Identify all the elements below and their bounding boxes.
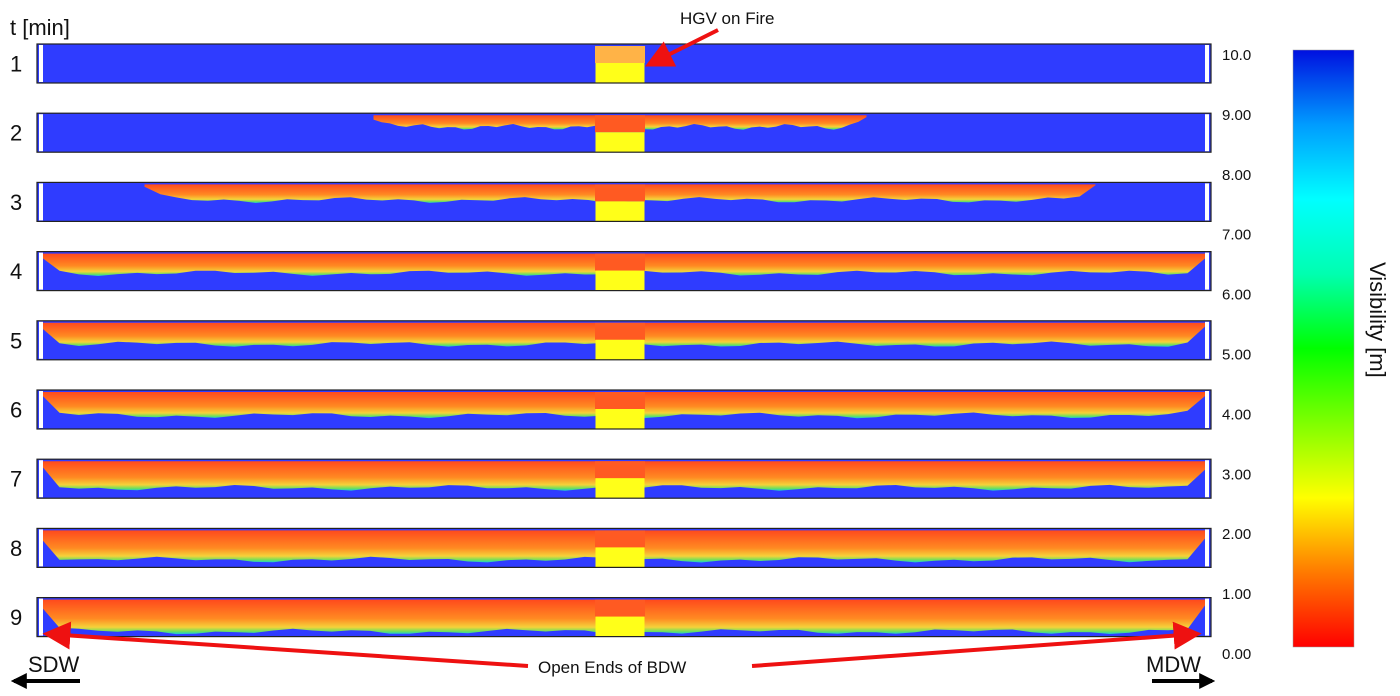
fire-plume [595, 253, 645, 271]
tunnel-outline [36, 527, 1212, 569]
hgv-fire-block [595, 339, 645, 360]
tunnel-outline [36, 251, 1212, 292]
portal-left [39, 391, 43, 428]
portal-left [39, 114, 43, 152]
fire-plume [595, 461, 645, 479]
hgv-fire-block [595, 409, 645, 429]
time-axis-label: t [min] [10, 15, 70, 40]
row-time-label: 7 [10, 467, 22, 492]
portal-left [39, 252, 43, 290]
portal-right [1205, 114, 1209, 152]
colorbar-tick-label: 10.0 [1222, 47, 1251, 64]
hgv-fire-block [595, 616, 645, 637]
tunnel-row: 9 [10, 596, 1212, 638]
portal-left [39, 529, 43, 567]
fire-annotation: HGV on Fire [680, 9, 774, 28]
fire-plume [595, 322, 645, 340]
colorbar-tick-label: 1.00 [1222, 586, 1251, 603]
tunnel-outline [36, 112, 1212, 153]
left-end-label: SDW [28, 652, 80, 677]
colorbar-tick-label: 9.00 [1222, 107, 1251, 124]
tunnel-row: 8 [10, 527, 1212, 569]
portal-left [39, 460, 43, 498]
fire-plume [595, 184, 645, 202]
tunnel-outline [36, 596, 1212, 638]
portal-right [1205, 529, 1209, 567]
colorbar [1292, 49, 1355, 648]
hgv-fire-block [595, 270, 645, 291]
portal-left [39, 183, 43, 221]
tunnel-outline [36, 320, 1212, 361]
tunnel-row: 4 [10, 251, 1212, 292]
fire-plume [595, 392, 645, 409]
portal-left [39, 321, 43, 359]
colorbar-tick-label: 6.00 [1222, 287, 1251, 304]
portal-right [1205, 252, 1209, 290]
colorbar-tick-label: 0.00 [1222, 646, 1251, 663]
colorbar-tick-label: 3.00 [1222, 466, 1251, 483]
tunnel-row: 7 [10, 458, 1212, 499]
hgv-fire-block [595, 478, 645, 499]
portal-left [39, 45, 43, 82]
tunnel-row: 5 [10, 320, 1212, 361]
portal-right [1205, 321, 1209, 359]
row-time-label: 9 [10, 605, 22, 630]
hgv-fire-block [595, 63, 645, 83]
hgv-fire-block [595, 132, 645, 153]
hgv-fire-block [595, 547, 645, 568]
tunnel-outline [36, 389, 1212, 430]
portal-right [1205, 598, 1209, 636]
row-time-label: 5 [10, 328, 22, 353]
colorbar-tick-label: 7.00 [1222, 227, 1251, 244]
row-time-label: 8 [10, 536, 22, 561]
tunnel-row: 1 [10, 43, 1212, 84]
tunnel-snapshots: 1 2 3 4 5 6 7 8 9 [10, 43, 1212, 638]
right-end-label: MDW [1146, 652, 1201, 677]
portal-right [1205, 45, 1209, 82]
fire-arrow [644, 28, 719, 67]
fire-plume [595, 530, 645, 548]
tunnel-row: 2 [10, 112, 1212, 153]
open-ends-arrow-right [751, 621, 1202, 668]
tunnel-outline [36, 181, 1212, 222]
tunnel-outline [36, 458, 1212, 499]
hgv-fire-block [595, 201, 645, 222]
colorbar-tick-label: 2.00 [1222, 526, 1251, 543]
fire-plume [595, 46, 645, 63]
fire-plume [595, 115, 645, 133]
row-time-label: 1 [10, 52, 22, 77]
colorbar-tick-label: 5.00 [1222, 347, 1251, 364]
colorbar-ticks: 10.0 9.00 8.00 7.00 6.00 5.00 4.00 3.00 2.00 1.00… [1222, 47, 1251, 663]
open-ends-annotation: Open Ends of BDW [538, 658, 686, 677]
row-time-label: 4 [10, 259, 22, 284]
colorbar-tick-label: 8.00 [1222, 167, 1251, 184]
portal-right [1205, 183, 1209, 221]
tunnel-outline [36, 43, 1212, 84]
tunnel-row: 3 [10, 181, 1212, 222]
row-time-label: 6 [10, 398, 22, 423]
tunnel-row: 6 [10, 389, 1212, 430]
row-time-label: 2 [10, 121, 22, 146]
portal-right [1205, 391, 1209, 428]
portal-left [39, 598, 43, 636]
colorbar-tick-label: 4.00 [1222, 406, 1251, 423]
fire-plume [595, 599, 645, 617]
portal-right [1205, 460, 1209, 498]
colorbar-title: Visibility [m] [1365, 262, 1390, 378]
open-ends-arrow-left [42, 621, 529, 668]
row-time-label: 3 [10, 190, 22, 215]
